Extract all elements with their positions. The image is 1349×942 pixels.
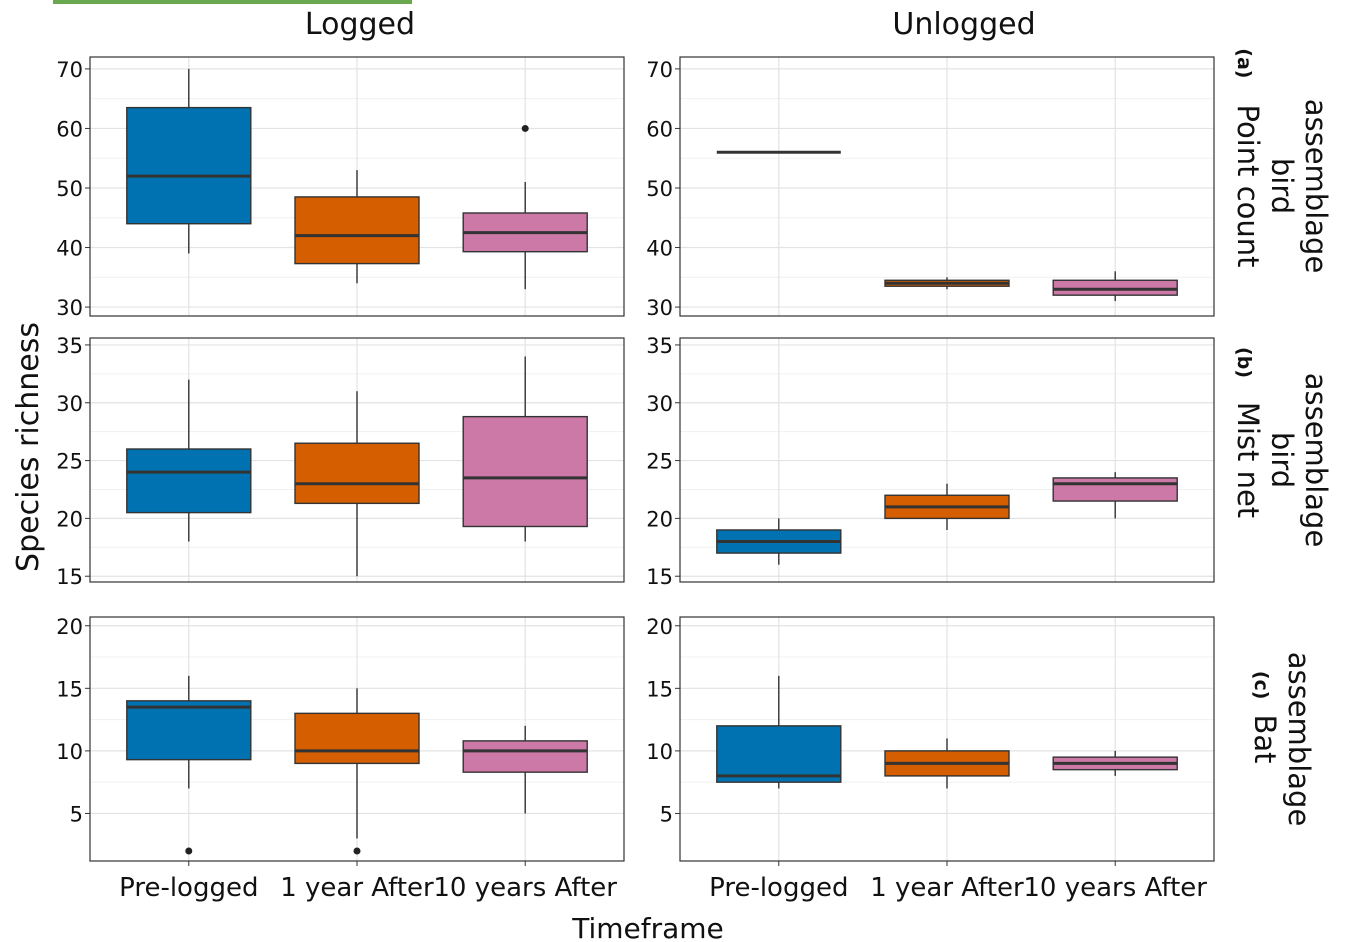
y-tick-label: 15	[56, 565, 83, 589]
box-pre-logged	[126, 675, 252, 855]
box-1-year-after	[294, 391, 420, 577]
y-tick-label: 30	[56, 392, 83, 416]
y-tick-label: 5	[70, 802, 83, 826]
panel-logged-row-1: 30 40 50 60 70	[56, 56, 625, 320]
box-iqr	[126, 106, 252, 225]
row-strip-3: Bat assemblage (c)	[1248, 652, 1316, 827]
box-iqr	[294, 442, 420, 505]
box-iqr	[1052, 477, 1178, 502]
box-1-year-after	[294, 170, 420, 284]
row-strip-1: Point count bird assemblage (a)	[1231, 48, 1333, 273]
x-tick-labels: Pre-logged 1 year After 10 years After Pre-…	[119, 861, 1207, 903]
y-tick-label: 25	[56, 450, 83, 474]
y-tick-label: 40	[646, 237, 673, 261]
x-tick-label-10-years-after: 10 years After	[433, 873, 617, 903]
y-tick-label: 15	[56, 677, 83, 701]
panels: 30 40 50 60 70 30 40 50 60 70 15 20 25 30 35 15 20 25 30 35…	[56, 56, 1215, 862]
y-tick-label: 25	[646, 450, 673, 474]
x-axis-title: Timeframe	[571, 912, 724, 942]
box-10-years-after	[462, 725, 588, 814]
panel-unlogged-row-1: 30 40 50 60 70	[646, 56, 1215, 320]
column-title-logged: Logged	[305, 7, 415, 42]
y-tick-label: 40	[56, 237, 83, 261]
x-tick-label-10-years-after: 10 years After	[1023, 873, 1207, 903]
x-tick-label-1-year-after: 1 year After	[280, 873, 434, 903]
panel-border	[679, 56, 1215, 317]
y-tick-label: 70	[646, 58, 673, 82]
box-pre-logged	[716, 518, 842, 565]
y-tick-label: 30	[646, 296, 673, 320]
row-strip-tag: (a)	[1233, 48, 1255, 78]
box-1-year-after	[884, 483, 1010, 530]
y-tick-label: 5	[660, 802, 673, 826]
panel-unlogged-row-3: 5 10 15 20	[646, 615, 1215, 862]
y-axis-title: Species richness	[11, 322, 46, 572]
y-tick-label: 60	[646, 117, 673, 141]
y-tick-label: 35	[646, 334, 673, 358]
panel-unlogged-row-2: 15 20 25 30 35	[646, 334, 1215, 589]
box-iqr	[294, 712, 420, 765]
box-10-years-after	[462, 124, 588, 290]
x-tick-label-pre-logged: Pre-logged	[709, 873, 848, 903]
box-iqr	[126, 448, 252, 514]
outlier-point	[185, 847, 193, 855]
row-strip-line: assemblage	[1299, 373, 1333, 548]
box-10-years-after	[1052, 472, 1178, 519]
y-tick-label: 60	[56, 117, 83, 141]
accent-bar	[53, 0, 412, 4]
panel-border	[679, 337, 1215, 583]
column-title-unlogged: Unlogged	[892, 7, 1035, 42]
box-1-year-after	[884, 277, 1010, 290]
y-tick-label: 15	[646, 565, 673, 589]
row-strips: Point count bird assemblage(a)Mist net bird…	[1231, 48, 1333, 826]
row-strip-line: Mist net	[1231, 402, 1265, 518]
outlier-point	[521, 124, 529, 132]
panel-logged-row-3: 5 10 15 20	[56, 615, 625, 862]
y-tick-label: 20	[56, 507, 83, 531]
box-iqr	[716, 725, 842, 783]
box-1-year-after	[884, 738, 1010, 789]
box-10-years-after	[1052, 750, 1178, 776]
row-strip-2: Mist net bird assemblage (b)	[1231, 347, 1333, 547]
y-tick-label: 30	[646, 392, 673, 416]
box-iqr	[294, 196, 420, 265]
panel-logged-row-2: 15 20 25 30 35	[56, 334, 625, 589]
y-tick-label: 10	[56, 740, 83, 764]
box-iqr	[462, 415, 588, 528]
x-tick-label-pre-logged: Pre-logged	[119, 873, 258, 903]
y-tick-label: 15	[646, 677, 673, 701]
y-tick-label: 70	[56, 58, 83, 82]
row-strip-line: bird	[1265, 432, 1299, 488]
panel-border	[89, 337, 625, 583]
row-strip-line: bird	[1265, 158, 1299, 214]
box-pre-logged	[716, 675, 842, 789]
panel-border	[89, 56, 625, 317]
y-tick-label: 10	[646, 740, 673, 764]
row-strip-line: Point count	[1231, 104, 1265, 267]
y-tick-label: 20	[646, 507, 673, 531]
row-strip-line: Bat	[1248, 714, 1282, 763]
y-tick-label: 20	[646, 615, 673, 639]
x-tick-label-1-year-after: 1 year After	[870, 873, 1024, 903]
y-tick-label: 35	[56, 334, 83, 358]
row-strip-line: assemblage	[1299, 99, 1333, 274]
y-tick-label: 20	[56, 615, 83, 639]
y-tick-label: 50	[56, 177, 83, 201]
box-pre-logged	[126, 379, 252, 542]
y-tick-label: 30	[56, 296, 83, 320]
box-pre-logged	[126, 68, 252, 254]
box-10-years-after	[1052, 271, 1178, 302]
row-strip-tag: (b)	[1233, 347, 1255, 378]
row-strip-tag: (c)	[1250, 671, 1272, 700]
row-strip-line: assemblage	[1282, 652, 1316, 827]
y-tick-label: 50	[646, 177, 673, 201]
box-iqr	[126, 700, 252, 761]
box-1-year-after	[294, 688, 420, 855]
box-10-years-after	[462, 356, 588, 542]
box-iqr	[462, 740, 588, 773]
outlier-point	[353, 847, 361, 855]
